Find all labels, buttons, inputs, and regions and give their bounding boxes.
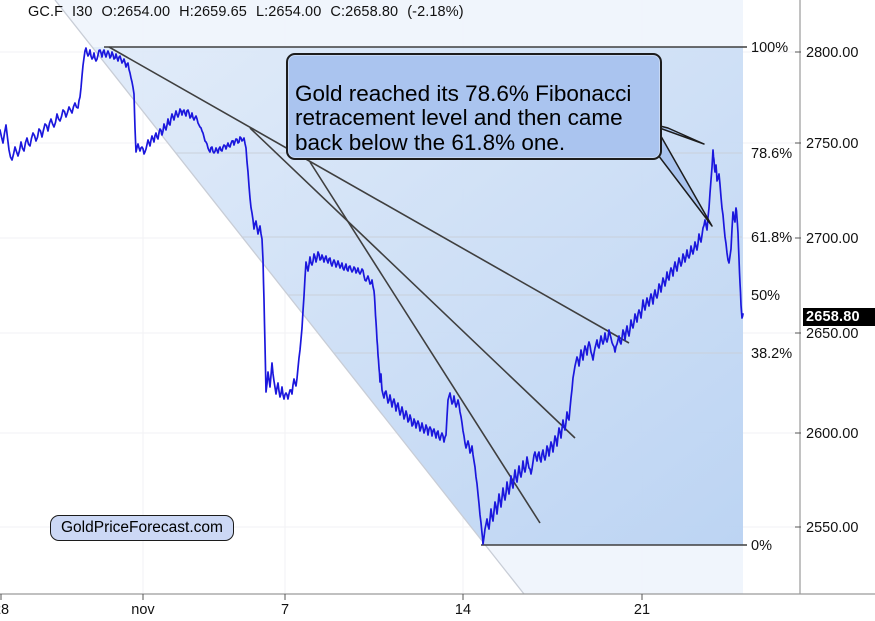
close-value: C:2658.80	[330, 4, 399, 20]
y-axis-label: 2700.00	[806, 231, 858, 247]
low-value: L:2654.00	[255, 4, 322, 20]
y-axis-label: 2600.00	[806, 426, 858, 442]
axes[interactable]	[0, 0, 875, 595]
y-axis-label: 2550.00	[806, 520, 858, 536]
fibonacci-labels: 100% 78.6% 61.8% 50% 38.2% 0%	[751, 40, 792, 554]
fib-label: 50%	[751, 288, 780, 304]
y-axis-labels: 2800.00 2750.00 2700.00 2650.00 2600.00 2550.…	[795, 45, 858, 536]
symbol-name: GC.F	[28, 4, 64, 20]
fib-label: 38.2%	[751, 346, 792, 362]
x-axis-label: nov	[131, 602, 155, 618]
high-value: H:2659.65	[179, 4, 247, 20]
annotation-text: Gold reached its 78.6% Fibonacci retrace…	[295, 80, 632, 155]
open-value: O:2654.00	[101, 4, 171, 20]
interval-label: I30	[72, 4, 93, 20]
x-axis-labels: 28 nov 7 14 21	[0, 594, 650, 618]
last-price-badge: 2658.80	[803, 308, 875, 326]
watermark-label: GoldPriceForecast.com	[50, 515, 234, 541]
y-axis-label: 2800.00	[806, 45, 858, 61]
y-axis-label: 2750.00	[806, 136, 858, 152]
price-line	[0, 47, 744, 545]
x-axis-label: 14	[455, 602, 471, 618]
x-axis-label: 21	[634, 602, 650, 618]
trend-lines[interactable]	[108, 46, 630, 524]
fib-label: 78.6%	[751, 146, 792, 162]
annotation-bubble[interactable]: Gold reached its 78.6% Fibonacci retrace…	[286, 53, 662, 160]
fib-label: 61.8%	[751, 230, 792, 246]
symbol-header: GC.F I30 O:2654.00 H:2659.65 L:2654.00 C:2658…	[28, 4, 473, 20]
fib-label: 100%	[751, 40, 788, 56]
x-axis-label: 7	[281, 602, 289, 618]
y-axis-label: 2650.00	[806, 326, 858, 342]
fib-label: 0%	[751, 538, 772, 554]
change-percent: (-2.18%)	[407, 4, 464, 20]
x-axis-label: 28	[0, 602, 9, 618]
